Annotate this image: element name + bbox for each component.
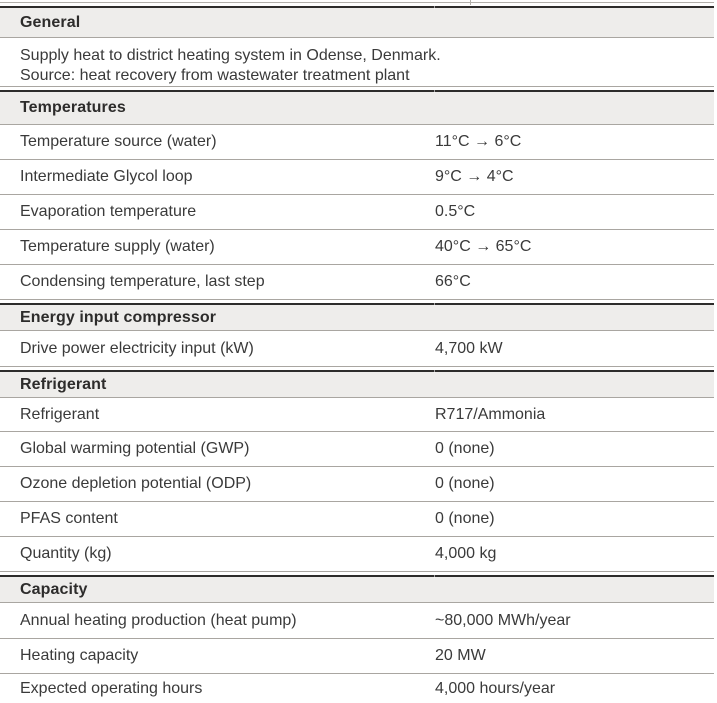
- row-value: 4,000 kg: [435, 545, 497, 562]
- row-value: 40°C → 65°C: [435, 238, 532, 255]
- row-value: 9°C → 4°C: [435, 168, 514, 185]
- row-value: 66°C: [435, 273, 471, 290]
- row-value: 11°C → 6°C: [435, 133, 522, 150]
- section-title: Energy input compressor: [0, 303, 714, 331]
- section-header-capacity: Capacity: [0, 572, 714, 603]
- table-row: Refrigerant R717/Ammonia: [0, 398, 714, 432]
- section-title: Temperatures: [0, 90, 714, 125]
- table-row: Temperature supply (water) 40°C → 65°C: [0, 230, 714, 265]
- row-value: 0 (none): [435, 510, 495, 527]
- row-label: Condensing temperature, last step: [20, 273, 265, 290]
- border-break: [434, 370, 435, 373]
- row-label: Heating capacity: [20, 647, 139, 664]
- row-label: Evaporation temperature: [20, 203, 197, 220]
- row-label: Ozone depletion potential (ODP): [20, 475, 252, 492]
- row-label: Temperature source (water): [20, 133, 217, 150]
- section-header-temperatures: Temperatures: [0, 87, 714, 125]
- border-break: [434, 90, 435, 93]
- row-value: R717/Ammonia: [435, 405, 546, 423]
- section-header-refrigerant: Refrigerant: [0, 367, 714, 398]
- section-title: Capacity: [0, 575, 714, 603]
- table-row: Temperature source (water) 11°C → 6°C: [0, 125, 714, 160]
- table-row: Drive power electricity input (kW) 4,700…: [0, 331, 714, 367]
- row-value: 4,000 hours/year: [435, 679, 556, 697]
- border-break: [434, 303, 435, 306]
- table-row: PFAS content 0 (none): [0, 502, 714, 537]
- row-value: 0.5°C: [435, 203, 476, 220]
- table-row: Intermediate Glycol loop 9°C → 4°C: [0, 160, 714, 195]
- row-value: 4,700 kW: [435, 339, 503, 357]
- table-row: Condensing temperature, last step 66°C: [0, 265, 714, 300]
- description-line-2: Source: heat recovery from wastewater tr…: [20, 67, 410, 84]
- section-title: Refrigerant: [0, 370, 714, 398]
- row-label: Global warming potential (GWP): [20, 440, 250, 457]
- row-label: Intermediate Glycol loop: [20, 168, 193, 185]
- cropped-top-artifact: [0, 0, 714, 6]
- general-description-row: Supply heat to district heating system i…: [0, 38, 714, 87]
- row-label: PFAS content: [20, 510, 118, 527]
- row-label: Expected operating hours: [20, 679, 203, 697]
- remnant-column-tick: [470, 0, 471, 5]
- row-label: Drive power electricity input (kW): [20, 339, 254, 357]
- table-row: Global warming potential (GWP) 0 (none): [0, 432, 714, 467]
- table-row: Annual heating production (heat pump) ~8…: [0, 603, 714, 639]
- row-value: ~80,000 MWh/year: [435, 611, 571, 629]
- table-row: Heating capacity 20 MW: [0, 639, 714, 674]
- section-header-general: General: [0, 6, 714, 38]
- section-title: General: [0, 6, 714, 38]
- row-label: Annual heating production (heat pump): [20, 611, 297, 629]
- row-value: 0 (none): [435, 440, 495, 457]
- table-row: Ozone depletion potential (ODP) 0 (none): [0, 467, 714, 502]
- row-value: 20 MW: [435, 647, 486, 664]
- table-row: Expected operating hours 4,000 hours/yea…: [0, 674, 714, 703]
- row-label: Quantity (kg): [20, 545, 112, 562]
- border-break: [434, 575, 435, 578]
- border-break: [434, 6, 435, 9]
- row-label: Refrigerant: [20, 405, 100, 423]
- remnant-divider-line: [0, 2, 714, 3]
- section-header-energy-input-compressor: Energy input compressor: [0, 300, 714, 331]
- table-row: Quantity (kg) 4,000 kg: [0, 537, 714, 572]
- description-line-1: Supply heat to district heating system i…: [20, 47, 441, 64]
- row-value: 0 (none): [435, 475, 495, 492]
- row-label: Temperature supply (water): [20, 238, 215, 255]
- table-row: Evaporation temperature 0.5°C: [0, 195, 714, 230]
